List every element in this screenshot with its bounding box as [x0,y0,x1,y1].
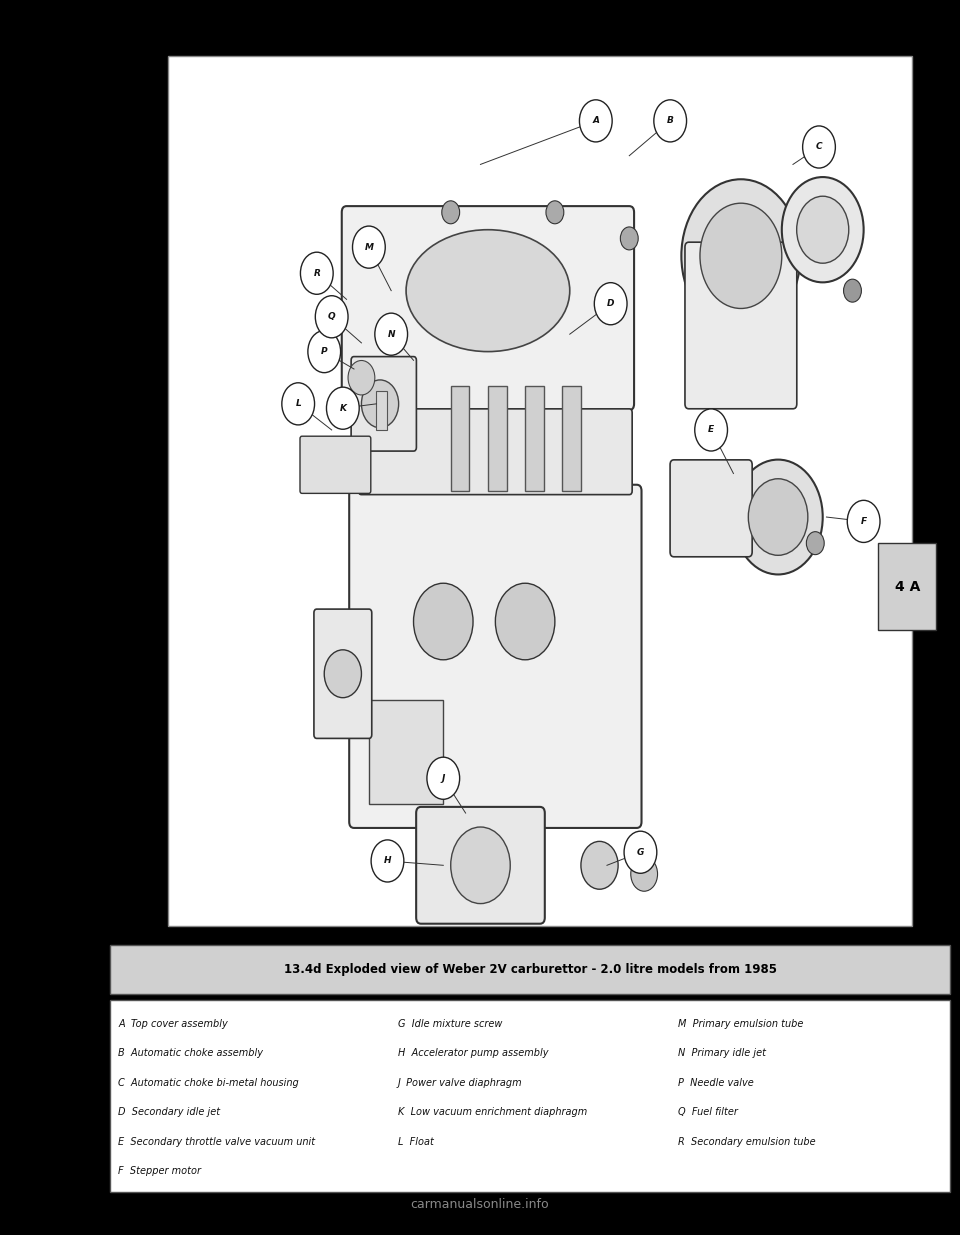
Circle shape [352,226,385,268]
FancyBboxPatch shape [110,1000,950,1192]
Circle shape [300,252,333,294]
Text: D  Secondary idle jet: D Secondary idle jet [118,1108,220,1118]
Text: Q: Q [328,312,335,321]
Text: H  Accelerator pump assembly: H Accelerator pump assembly [398,1049,548,1058]
Circle shape [695,409,728,451]
Ellipse shape [406,230,570,352]
Text: Q  Fuel filter: Q Fuel filter [678,1108,738,1118]
Text: B: B [667,116,674,126]
Text: B  Automatic choke assembly: B Automatic choke assembly [118,1049,263,1058]
FancyBboxPatch shape [359,409,632,494]
Text: L  Float: L Float [398,1136,434,1147]
Text: M  Primary emulsion tube: M Primary emulsion tube [678,1019,804,1029]
Circle shape [580,100,612,142]
Circle shape [620,227,638,249]
Text: 13.4d Exploded view of Weber 2V carburettor - 2.0 litre models from 1985: 13.4d Exploded view of Weber 2V carburet… [284,963,777,976]
FancyBboxPatch shape [525,387,543,490]
Circle shape [682,179,801,332]
Text: R: R [313,269,321,278]
Circle shape [624,831,657,873]
FancyBboxPatch shape [670,459,753,557]
FancyBboxPatch shape [168,56,912,926]
Text: R  Secondary emulsion tube: R Secondary emulsion tube [678,1136,816,1147]
Text: D: D [607,299,614,309]
Text: M: M [365,242,373,252]
Text: 4 A: 4 A [895,579,920,594]
Text: F  Stepper motor: F Stepper motor [118,1166,201,1176]
Circle shape [797,196,849,263]
FancyBboxPatch shape [685,242,797,409]
Text: K: K [339,404,347,412]
FancyBboxPatch shape [878,543,936,630]
Text: J: J [442,774,445,783]
FancyBboxPatch shape [300,436,371,493]
Circle shape [427,757,460,799]
Text: carmanualsonline.info: carmanualsonline.info [411,1198,549,1210]
FancyBboxPatch shape [451,387,469,490]
Circle shape [360,227,378,249]
Circle shape [848,500,880,542]
Circle shape [594,283,627,325]
FancyBboxPatch shape [488,387,507,490]
FancyBboxPatch shape [416,806,544,924]
Circle shape [581,841,618,889]
Circle shape [546,201,564,224]
Circle shape [700,204,781,309]
Text: E  Secondary throttle valve vacuum unit: E Secondary throttle valve vacuum unit [118,1136,315,1147]
Circle shape [324,650,361,698]
Circle shape [806,531,825,555]
Circle shape [451,827,511,904]
Text: A: A [592,116,599,126]
Text: L: L [296,399,301,409]
FancyBboxPatch shape [110,945,950,994]
FancyBboxPatch shape [369,700,444,804]
Circle shape [495,583,555,659]
Text: H: H [384,856,392,866]
FancyBboxPatch shape [563,387,581,490]
Text: C: C [816,142,823,152]
Circle shape [749,479,808,556]
Circle shape [442,201,460,224]
FancyBboxPatch shape [349,485,641,827]
Circle shape [315,295,348,338]
Text: N  Primary idle jet: N Primary idle jet [678,1049,766,1058]
Text: A  Top cover assembly: A Top cover assembly [118,1019,228,1029]
Circle shape [631,857,658,892]
FancyBboxPatch shape [351,357,417,451]
Text: K  Low vacuum enrichment diaphragm: K Low vacuum enrichment diaphragm [398,1108,588,1118]
Text: J  Power valve diaphragm: J Power valve diaphragm [398,1078,522,1088]
Text: F: F [860,517,867,526]
Text: C  Automatic choke bi-metal housing: C Automatic choke bi-metal housing [118,1078,299,1088]
Circle shape [326,387,359,430]
Circle shape [733,459,823,574]
Circle shape [844,279,861,303]
Circle shape [803,126,835,168]
Text: G: G [636,847,644,857]
Circle shape [374,314,408,356]
Text: P  Needle valve: P Needle valve [678,1078,754,1088]
Circle shape [372,840,404,882]
Circle shape [308,331,341,373]
FancyBboxPatch shape [314,609,372,739]
Text: P: P [321,347,327,356]
Circle shape [361,380,398,427]
Circle shape [654,100,686,142]
Circle shape [414,583,473,659]
Text: E: E [708,426,714,435]
Circle shape [282,383,315,425]
FancyBboxPatch shape [376,390,388,430]
FancyBboxPatch shape [342,206,635,410]
Circle shape [348,361,374,395]
Text: G  Idle mixture screw: G Idle mixture screw [398,1019,502,1029]
Text: N: N [388,330,395,338]
Circle shape [781,177,864,283]
